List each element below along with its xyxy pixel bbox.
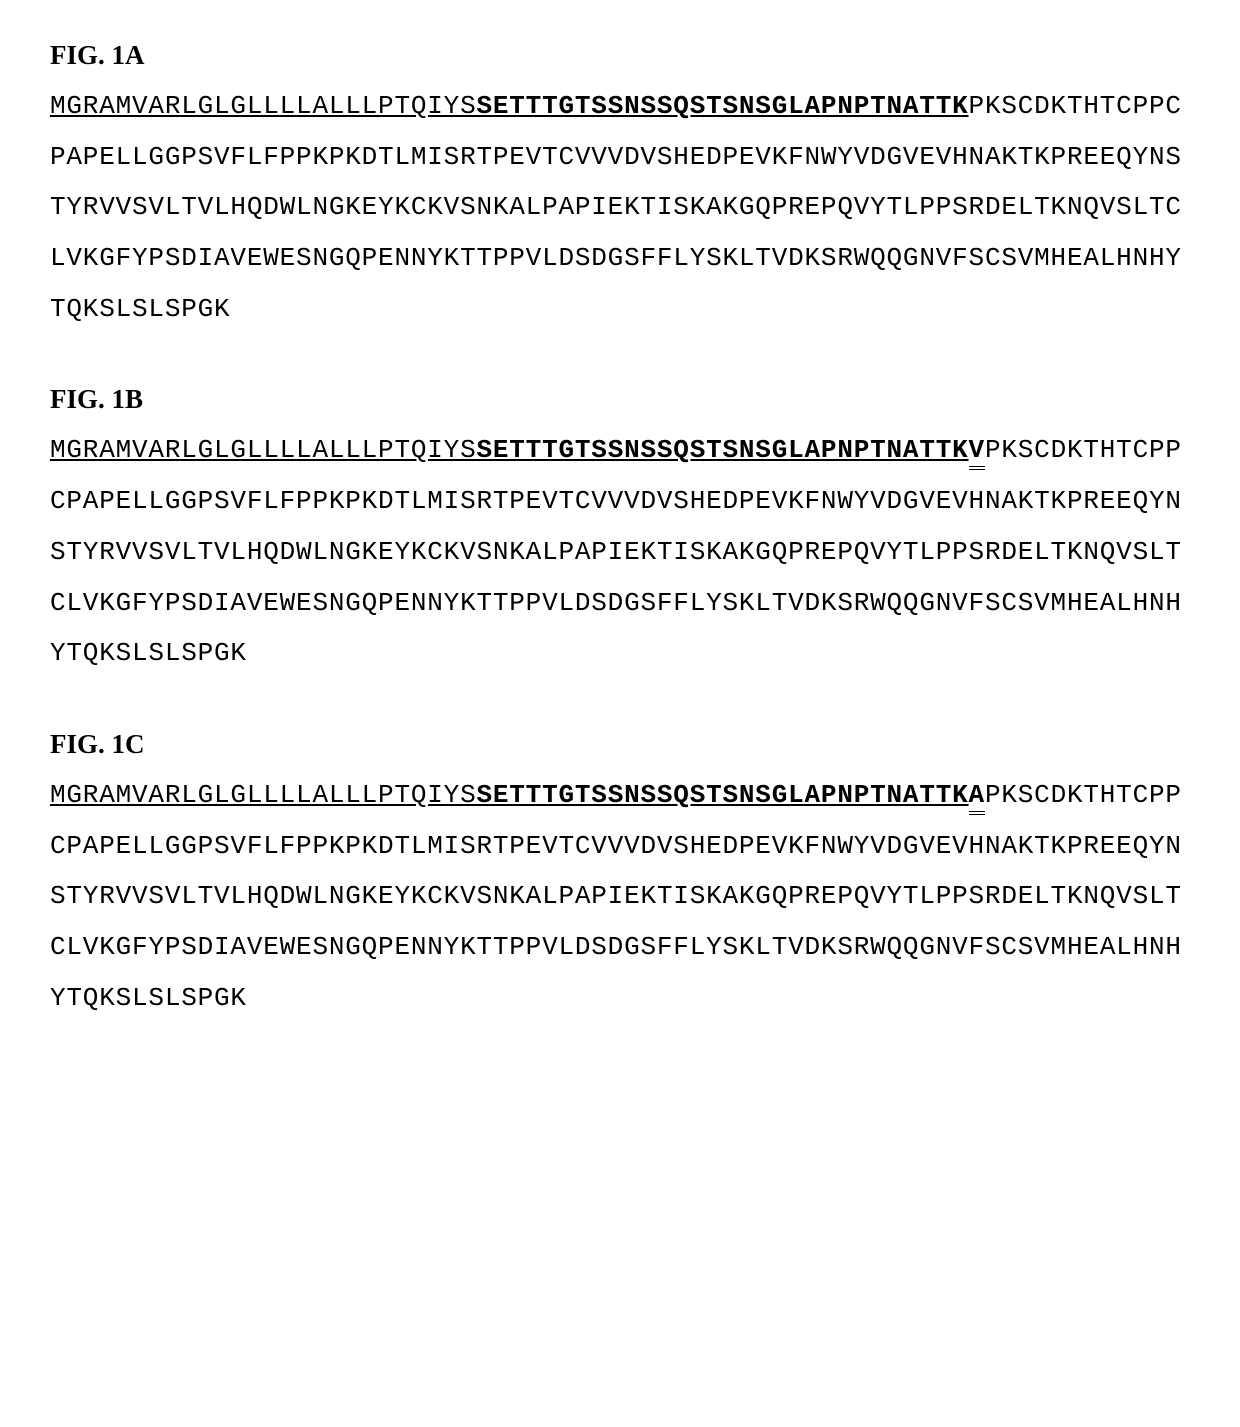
figure-label: FIG. 1C <box>50 729 1190 760</box>
sequence-segment: PKSCDKTHTCPPCPAPELLGGPSVFLFPPKPKDTLMISRT… <box>50 780 1182 1013</box>
sequence-segment: MGRAMVARLGLGLLLLALLLPTQIYS <box>50 780 476 810</box>
sequence-segment: A <box>969 780 985 815</box>
sequence-segment: PKSCDKTHTCPPCPAPELLGGPSVFLFPPKPKDTLMISRT… <box>50 435 1182 668</box>
sequence-segment: MGRAMVARLGLGLLLLALLLPTQIYS <box>50 435 476 465</box>
sequence-segment: SETTTGTSSNSSQSTSNSGLAPNPTNATTK <box>476 91 968 121</box>
figure-block: FIG. 1A MGRAMVARLGLGLLLLALLLPTQIYSSETTTGT… <box>50 40 1190 334</box>
figure-block: FIG. 1B MGRAMVARLGLGLLLLALLLPTQIYSSETTTGT… <box>50 384 1190 678</box>
figure-label: FIG. 1A <box>50 40 1190 71</box>
sequence-text: MGRAMVARLGLGLLLLALLLPTQIYSSETTTGTSSNSSQS… <box>50 81 1190 334</box>
sequence-segment: MGRAMVARLGLGLLLLALLLPTQIYS <box>50 91 476 121</box>
sequence-segment: SETTTGTSSNSSQSTSNSGLAPNPTNATTK <box>476 780 968 810</box>
sequence-segment: PKSCDKTHTCPPCPAPELLGGPSVFLFPPKPKDTLMISRT… <box>50 91 1182 324</box>
sequence-segment: V <box>969 435 985 470</box>
sequence-text: MGRAMVARLGLGLLLLALLLPTQIYSSETTTGTSSNSSQS… <box>50 770 1190 1023</box>
figure-block: FIG. 1C MGRAMVARLGLGLLLLALLLPTQIYSSETTTGT… <box>50 729 1190 1023</box>
sequence-text: MGRAMVARLGLGLLLLALLLPTQIYSSETTTGTSSNSSQS… <box>50 425 1190 678</box>
sequence-segment: SETTTGTSSNSSQSTSNSGLAPNPTNATTK <box>476 435 968 465</box>
figure-label: FIG. 1B <box>50 384 1190 415</box>
figures-container: FIG. 1AMGRAMVARLGLGLLLLALLLPTQIYSSETTTGT… <box>50 40 1190 1023</box>
